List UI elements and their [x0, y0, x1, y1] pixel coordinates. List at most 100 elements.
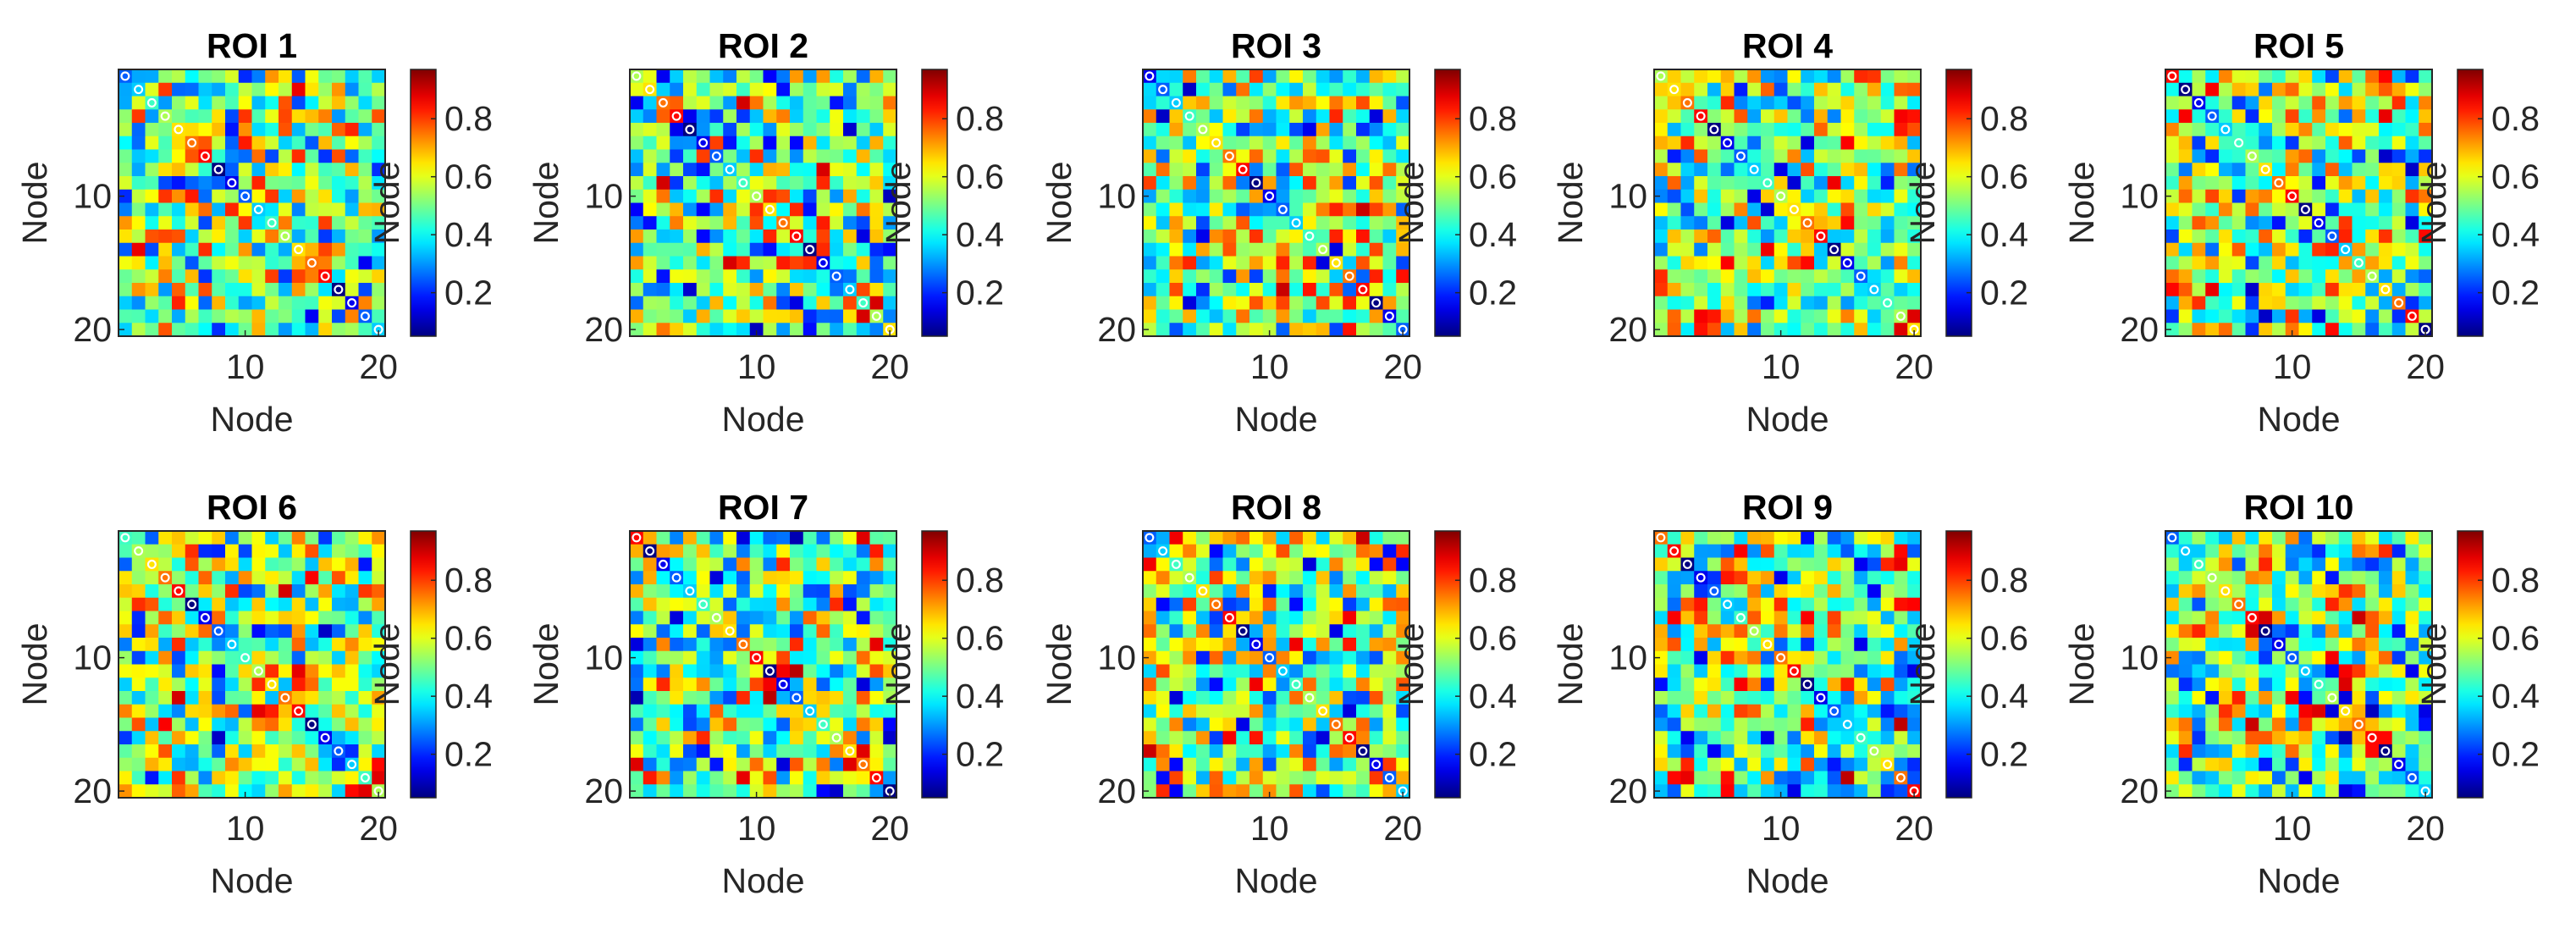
heatmap-cell [185, 163, 199, 177]
heatmap-cell [1707, 189, 1722, 203]
heatmap-cell [1854, 757, 1868, 771]
heatmap-cell [1814, 256, 1829, 270]
panel-title: ROI 9 [1742, 488, 1833, 527]
heatmap-cell [1396, 69, 1410, 84]
heatmap-cell [1316, 624, 1330, 639]
heatmap-cell [2219, 296, 2233, 310]
colorbar-tick-label: 0.4 [444, 677, 493, 716]
heatmap-cell [1694, 149, 1708, 163]
heatmap-cell [172, 771, 186, 785]
heatmap-cell [709, 216, 724, 230]
heatmap-cell [185, 149, 199, 163]
heatmap-cell [2245, 82, 2259, 97]
heatmap-cell [1747, 664, 1762, 678]
heatmap-cell [803, 757, 817, 771]
heatmap-cell [1222, 123, 1237, 137]
heatmap-cell [2419, 704, 2433, 718]
heatmap-cell [2365, 611, 2380, 625]
heatmap-cell [2379, 691, 2393, 705]
diagonal-marker [174, 124, 184, 135]
x-tick-label: 10 [1250, 347, 1289, 386]
heatmap-cell [1694, 229, 1708, 244]
heatmap-cell [1880, 650, 1895, 665]
heatmap-cell [212, 757, 226, 771]
diagonal-marker [2274, 178, 2284, 188]
heatmap-cell [1316, 677, 1330, 692]
heatmap-cell [1667, 309, 1681, 323]
heatmap-cell [251, 624, 266, 639]
colorbar-label: Node [1392, 622, 1431, 705]
heatmap-cell [1761, 557, 1775, 572]
heatmap-cell [683, 611, 698, 625]
heatmap-cell [1276, 309, 1290, 323]
heatmap-cell [1840, 584, 1855, 599]
heatmap-cell [856, 283, 870, 297]
heatmap-cell [1196, 296, 1211, 310]
heatmap-cell [869, 557, 884, 572]
heatmap-cell [1734, 650, 1748, 665]
heatmap-cell [1880, 202, 1895, 217]
heatmap-cell [2338, 123, 2353, 137]
heatmap-cell [2285, 123, 2299, 137]
heatmap-cell [2312, 323, 2326, 337]
heatmap-cell [1382, 638, 1397, 652]
x-tick-label: 10 [226, 809, 265, 848]
heatmap-cell [1396, 717, 1410, 732]
heatmap-cell [723, 296, 737, 310]
heatmap-cell [372, 82, 386, 97]
heatmap-cell [1801, 638, 1815, 652]
heatmap-cell [1222, 176, 1237, 191]
heatmap-cell [198, 123, 212, 137]
heatmap-cell [643, 323, 657, 337]
heatmap-cell [131, 744, 146, 759]
diagonal-marker [1224, 612, 1234, 622]
heatmap-cell [1761, 664, 1775, 678]
heatmap-cell [2205, 717, 2220, 732]
heatmap-cell [2405, 677, 2419, 692]
heatmap-cell [1289, 229, 1304, 244]
heatmap-cell [790, 784, 804, 799]
heatmap-cell [1854, 691, 1868, 705]
heatmap-cell [749, 704, 764, 718]
heatmap-cell [1747, 704, 1762, 718]
heatmap-cell [1694, 717, 1708, 732]
heatmap-cell [372, 309, 386, 323]
heatmap-cell [2165, 256, 2180, 270]
heatmap-cell [2338, 229, 2353, 244]
heatmap-cell [1209, 82, 1223, 97]
heatmap-cell [2245, 731, 2259, 745]
heatmap-cell [2338, 784, 2353, 799]
heatmap-cell [2245, 216, 2259, 230]
heatmap-cell [763, 109, 777, 124]
heatmap-cell [1156, 283, 1170, 297]
colorbar-tick-label: 0.8 [956, 561, 1004, 600]
y-tick-label: 10 [73, 639, 112, 677]
heatmap-cell [2298, 771, 2313, 785]
heatmap-cell [1382, 650, 1397, 665]
heatmap-cell [2178, 69, 2193, 84]
heatmap-cell [709, 69, 724, 84]
heatmap-cell [332, 96, 346, 110]
heatmap-cell [318, 229, 333, 244]
diagonal-marker [2341, 245, 2351, 255]
heatmap-cell [656, 216, 670, 230]
heatmap-cell [1169, 283, 1183, 297]
heatmap-cell [1814, 309, 1829, 323]
diagonal-marker [1709, 586, 1719, 596]
heatmap-cell [1854, 650, 1868, 665]
heatmap-cell [2205, 269, 2220, 284]
heatmap-cell [1880, 283, 1895, 297]
heatmap-cell [709, 771, 724, 785]
heatmap-cell [1787, 771, 1801, 785]
heatmap-cell [1787, 163, 1801, 177]
heatmap-cell [1894, 624, 1908, 639]
heatmap-cell [736, 229, 751, 244]
heatmap-cell [1840, 82, 1855, 97]
heatmap-cell [225, 531, 240, 545]
heatmap-cell [1814, 624, 1829, 639]
heatmap-cell [1209, 624, 1223, 639]
heatmap-cell [1382, 123, 1397, 137]
heatmap-cell [1183, 784, 1197, 799]
heatmap-cell [2245, 784, 2259, 799]
